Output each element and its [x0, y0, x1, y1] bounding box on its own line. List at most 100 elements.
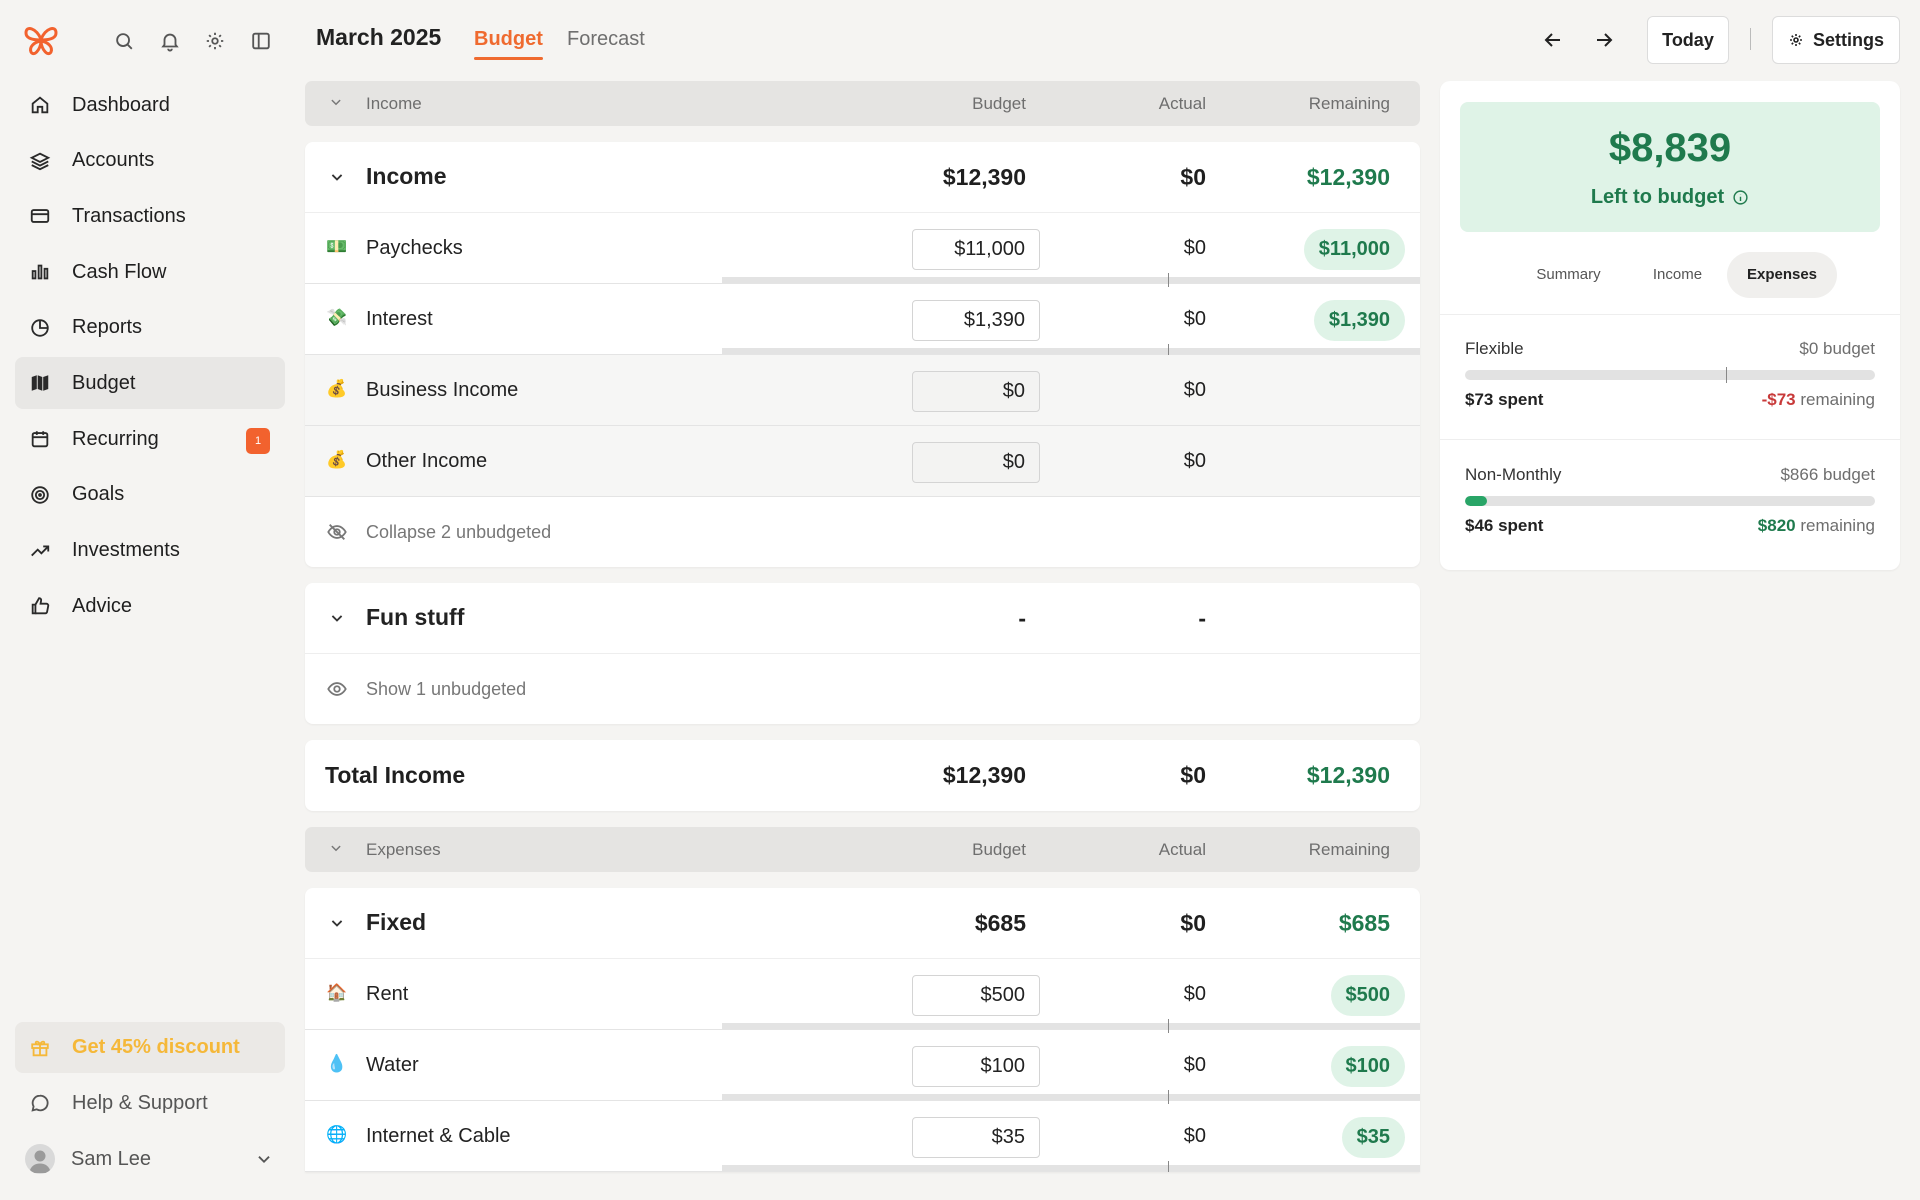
budget-amount-input[interactable]: $0 — [912, 371, 1040, 412]
butterfly-logo-icon[interactable] — [22, 22, 60, 60]
discount-promo-button[interactable]: Get 45% discount — [15, 1022, 285, 1073]
chevron-down-icon — [253, 1148, 275, 1170]
sidebar-item-accounts[interactable]: Accounts — [15, 135, 285, 187]
budget-amount-input[interactable]: $1,390 — [912, 300, 1040, 341]
sidebar-item-cash-flow[interactable]: Cash Flow — [15, 246, 285, 298]
search-icon[interactable] — [113, 30, 135, 52]
today-button[interactable]: Today — [1647, 16, 1729, 64]
bell-icon[interactable] — [159, 30, 181, 52]
income-section-header[interactable]: Income Budget Actual Remaining — [305, 81, 1420, 126]
sidebar-item-label: Cash Flow — [72, 260, 167, 283]
header-divider — [1750, 28, 1751, 50]
category-row-other-income[interactable]: 💰 Other Income $0 $0 — [305, 426, 1420, 497]
category-row-rent[interactable]: 🏠 Rent $500 $0 $500 — [305, 959, 1420, 1033]
budget-amount-input[interactable]: $100 — [912, 1046, 1040, 1087]
sidebar-item-investments[interactable]: Investments — [15, 525, 285, 577]
category-row-internet-cable[interactable]: 🌐 Internet & Cable $35 $0 $35 — [305, 1101, 1420, 1172]
sidebar: Dashboard Accounts Transactions Cash Flo… — [0, 0, 300, 1200]
category-name: Water — [366, 1054, 419, 1076]
category-progress-bar — [1465, 370, 1875, 380]
column-header-budget: Budget — [972, 94, 1026, 113]
category-name: Paychecks — [366, 237, 463, 259]
total-actual: $0 — [1180, 762, 1206, 788]
layers-icon — [29, 150, 51, 172]
progress-bar — [722, 1090, 1420, 1104]
chevron-down-icon — [327, 167, 347, 187]
sidebar-item-label: Recurring — [72, 427, 159, 450]
money-bag-icon: 💰 — [326, 450, 348, 469]
category-name: Rent — [366, 983, 409, 1005]
remaining-pill[interactable]: $11,000 — [1303, 229, 1405, 270]
sidebar-item-label: Reports — [72, 316, 143, 339]
category-row-business-income[interactable]: 💰 Business Income $0 $0 — [305, 355, 1420, 426]
group-row-income[interactable]: Income $12,390 $0 $12,390 — [305, 142, 1420, 213]
sidebar-item-label: Advice — [72, 594, 133, 617]
group-row-fun-stuff[interactable]: Fun stuff - - — [305, 583, 1420, 654]
budget-amount-input[interactable]: $0 — [912, 442, 1040, 483]
remaining-suffix: remaining — [1795, 516, 1875, 535]
panel-divider — [1440, 439, 1900, 440]
help-support-link[interactable]: Help & Support — [29, 1080, 208, 1126]
sidebar-toggle-icon[interactable] — [250, 30, 272, 52]
group-remaining: $685 — [1338, 910, 1390, 936]
flying-money-icon: 💸 — [326, 308, 348, 327]
sidebar-item-transactions[interactable]: Transactions — [15, 190, 285, 242]
remaining-amount: $820 — [1757, 516, 1796, 535]
category-row-paychecks[interactable]: 💵 Paychecks $11,000 $0 $11,000 — [305, 213, 1420, 287]
gear-icon[interactable] — [204, 30, 226, 52]
category-row-interest[interactable]: 💸 Interest $1,390 $0 $1,390 — [305, 284, 1420, 358]
actual-amount: $0 — [1183, 983, 1206, 1005]
budget-amount-input[interactable]: $35 — [912, 1117, 1040, 1158]
user-menu[interactable]: Sam Lee — [25, 1136, 275, 1182]
info-icon[interactable] — [1732, 189, 1749, 206]
settings-button[interactable]: Settings — [1772, 16, 1900, 64]
group-actual: $0 — [1180, 910, 1206, 936]
tab-expenses[interactable]: Expenses — [1727, 252, 1837, 298]
sidebar-item-dashboard[interactable]: Dashboard — [15, 79, 285, 131]
collapse-unbudgeted-toggle[interactable]: Collapse 2 unbudgeted — [305, 497, 1420, 567]
section-label: Expenses — [366, 840, 441, 859]
group-remaining: $12,390 — [1306, 164, 1390, 190]
budget-summary-panel: $8,839 Left to budget Summary Income Exp… — [1440, 81, 1900, 570]
tab-budget[interactable]: Budget — [474, 28, 543, 60]
page-title: March 2025 — [316, 24, 442, 50]
sidebar-item-advice[interactable]: Advice — [15, 580, 285, 632]
globe-icon: 🌐 — [326, 1125, 348, 1144]
tab-income[interactable]: Income — [1652, 266, 1703, 283]
previous-month-arrow-icon[interactable] — [1541, 28, 1565, 52]
credit-card-icon — [29, 205, 51, 227]
tab-summary[interactable]: Summary — [1536, 266, 1601, 283]
progress-tick — [1168, 344, 1169, 358]
next-month-arrow-icon[interactable] — [1592, 28, 1616, 52]
tab-forecast[interactable]: Forecast — [567, 28, 645, 50]
sidebar-item-reports[interactable]: Reports — [15, 302, 285, 354]
total-income-card: Total Income $12,390 $0 $12,390 — [305, 740, 1420, 811]
category-remaining: -$73 remaining — [1762, 390, 1875, 410]
expense-category-non-monthly[interactable]: Non-Monthly $866 budget $46 spent $820 r… — [1465, 465, 1875, 575]
progress-bar — [722, 273, 1420, 287]
budget-marker — [1726, 367, 1727, 383]
remaining-pill[interactable]: $100 — [1330, 1046, 1405, 1087]
remaining-pill[interactable]: $500 — [1330, 975, 1405, 1016]
show-unbudgeted-toggle[interactable]: Show 1 unbudgeted — [305, 654, 1420, 724]
group-name: Fixed — [366, 909, 427, 935]
pie-chart-icon — [29, 317, 51, 339]
sidebar-item-goals[interactable]: Goals — [15, 469, 285, 521]
thumbs-up-icon — [29, 595, 51, 617]
sidebar-item-recurring[interactable]: Recurring 1 — [15, 413, 285, 465]
remaining-pill[interactable]: $1,390 — [1313, 300, 1405, 341]
budget-amount-input[interactable]: $500 — [912, 975, 1040, 1016]
chevron-down-icon — [327, 608, 347, 628]
fixed-group-card: Fixed $685 $0 $685 🏠 Rent $500 $0 $500 💧… — [305, 888, 1420, 1172]
category-row-water[interactable]: 💧 Water $100 $0 $100 — [305, 1030, 1420, 1104]
chat-bubble-icon — [29, 1092, 51, 1114]
sidebar-item-budget[interactable]: Budget — [15, 357, 285, 410]
remaining-pill[interactable]: $35 — [1341, 1117, 1405, 1158]
group-row-fixed[interactable]: Fixed $685 $0 $685 — [305, 888, 1420, 959]
total-label: Total Income — [325, 762, 466, 788]
left-to-budget-card: $8,839 Left to budget — [1460, 102, 1880, 232]
expense-category-flexible[interactable]: Flexible $0 budget $73 spent -$73 remain… — [1465, 339, 1875, 449]
budget-amount-input[interactable]: $11,000 — [912, 229, 1040, 270]
expenses-section-header[interactable]: Expenses Budget Actual Remaining — [305, 827, 1420, 872]
calendar-icon — [29, 428, 51, 450]
